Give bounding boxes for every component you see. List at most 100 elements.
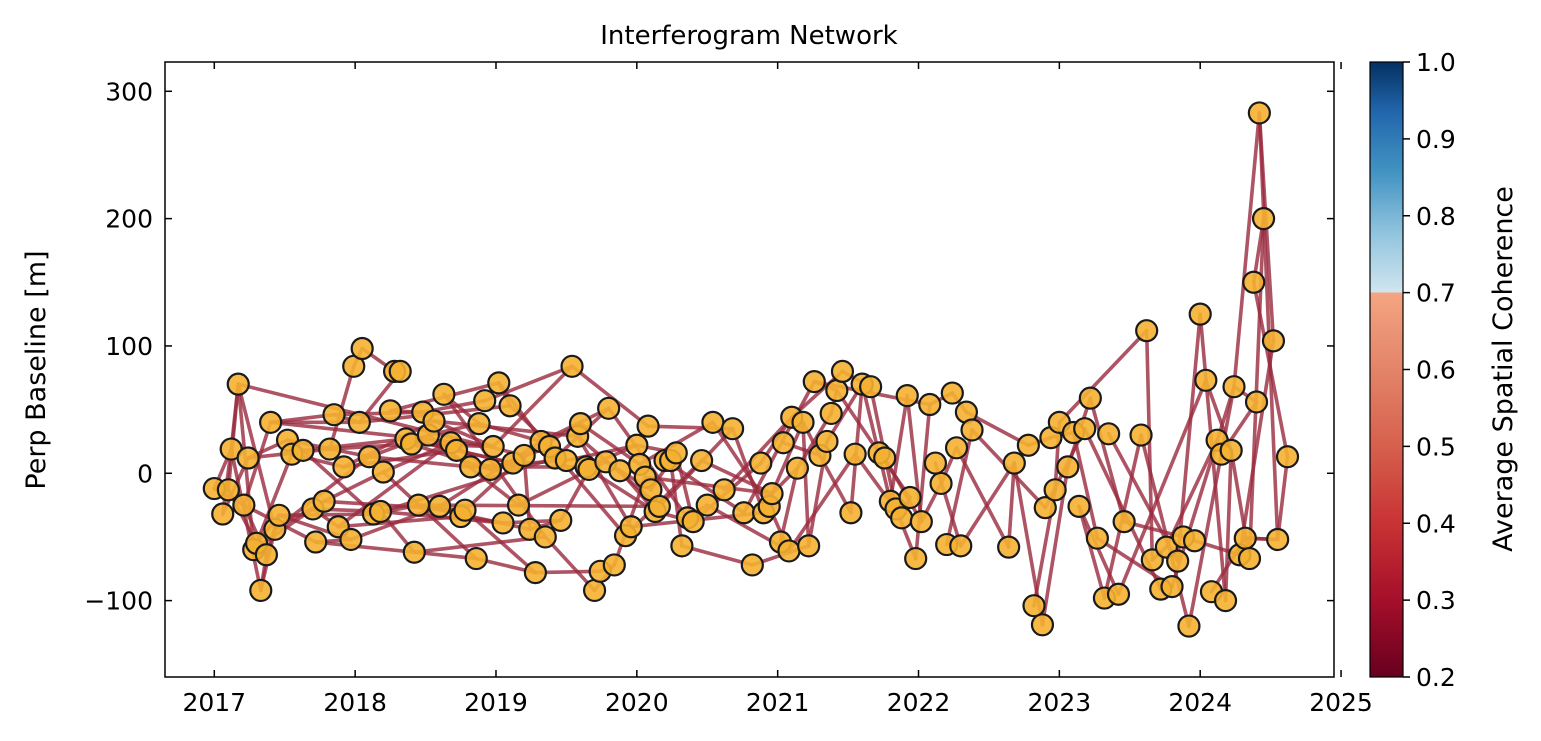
x-axis-ticks: 2017 2018 2019 2020 2021 2022 2023 2024 2025: [182, 62, 1373, 717]
acquisition-point-182: [1247, 101, 1271, 125]
acquisition-point-99: [732, 501, 756, 525]
colorbar-tick-label-0.8: 0.8: [1416, 202, 1456, 231]
acquisition-point-109: [785, 456, 809, 480]
acquisition-point-27: [350, 336, 374, 361]
network-edge-8: [229, 447, 263, 593]
acquisition-point-149: [1056, 455, 1080, 479]
network-edge-194: [1071, 430, 1100, 541]
y-axis-label: Perp Baseline [m]: [21, 250, 52, 489]
acquisition-point-76: [597, 396, 621, 420]
acquisition-point-58: [506, 493, 531, 517]
acquisition-point-132: [923, 451, 948, 475]
x-tick-label-2018: 2018: [323, 688, 387, 717]
colorbar-tick-label-0.3: 0.3: [1416, 586, 1456, 615]
network-edge-56: [367, 454, 473, 469]
colorbar-tick-label-0.7: 0.7: [1416, 279, 1456, 308]
acquisition-point-153: [1078, 386, 1102, 410]
network-edge-219: [1223, 448, 1233, 603]
network-edge-87: [463, 508, 538, 575]
acquisition-point-139: [960, 418, 984, 442]
network-edge-229: [1257, 111, 1280, 542]
acquisition-point-41: [422, 409, 446, 433]
acquisition-point-18: [304, 530, 328, 554]
acquisition-point-141: [1002, 451, 1026, 475]
acquisition-point-55: [491, 511, 515, 535]
acquisition-point-180: [1242, 270, 1266, 294]
acquisition-point-53: [481, 434, 505, 459]
acquisition-point-9: [249, 578, 273, 603]
acquisition-point-4: [226, 372, 250, 396]
acquisition-point-178: [1233, 526, 1257, 550]
acquisition-point-10: [254, 543, 279, 567]
acquisition-point-176: [1222, 375, 1246, 399]
acquisition-point-28: [357, 445, 381, 469]
y-tick-label-300: 300: [105, 77, 153, 106]
acquisition-point-77: [602, 553, 626, 577]
acquisition-point-142: [1016, 433, 1040, 457]
colorbar-ticks: 0.2 0.3 0.4 0.5 0.6 0.7 0.8 0.9 1.0: [1403, 48, 1456, 692]
acquisition-point-19: [312, 489, 336, 513]
acquisition-point-97: [712, 478, 736, 502]
acquisition-point-26: [347, 410, 371, 434]
acquisition-point-181: [1244, 390, 1269, 414]
acquisition-point-154: [1085, 526, 1109, 550]
network-edge-196: [1077, 504, 1121, 597]
acquisition-point-174: [1213, 589, 1238, 613]
network-edge-115: [587, 467, 657, 514]
acquisition-point-63: [533, 525, 557, 549]
y-tick-label--100: −100: [84, 587, 153, 616]
y-tick-label-200: 200: [105, 205, 153, 234]
acquisition-point-30: [368, 499, 393, 524]
acquisition-point-84: [636, 414, 660, 438]
acquisition-point-144: [1030, 613, 1055, 637]
acquisition-point-159: [1129, 423, 1153, 447]
acquisition-point-56: [498, 394, 522, 418]
acquisition-point-158: [1112, 510, 1136, 534]
acquisition-point-95: [695, 493, 719, 517]
acquisition-point-128: [898, 485, 922, 510]
acquisition-point-133: [929, 471, 953, 496]
acquisition-point-160: [1135, 319, 1159, 343]
acquisition-point-52: [478, 457, 502, 482]
network-edge-195: [1077, 504, 1107, 600]
acquisition-point-185: [1266, 527, 1290, 552]
acquisition-point-170: [1194, 368, 1218, 392]
network-edge-110: [570, 364, 650, 428]
network-edge-198: [1088, 396, 1126, 524]
network-edge-173: [913, 402, 932, 561]
y-axis-ticks: −100 0 100 200 300: [84, 77, 1334, 616]
acquisition-point-80: [619, 515, 643, 539]
network-edge-210: [1175, 312, 1202, 563]
network-edge-153: [801, 420, 811, 548]
network-edge-30: [277, 512, 376, 518]
acquisition-point-37: [402, 540, 426, 564]
acquisition-point-116: [825, 378, 849, 403]
network-edge-180: [954, 446, 1011, 549]
acquisition-point-118: [839, 501, 863, 525]
acquisition-point-115: [819, 401, 843, 426]
network-edge-150: [787, 452, 857, 553]
plot-frame: [164, 61, 1335, 678]
x-tick-label-2021: 2021: [746, 688, 810, 717]
acquisition-point-51: [473, 389, 497, 413]
network-edge-132: [668, 458, 684, 548]
network-edge-141: [730, 426, 766, 515]
x-tick-label-2025: 2025: [1309, 688, 1373, 717]
acquisition-point-137: [949, 534, 973, 558]
network-edge-113: [578, 421, 642, 467]
colorbar-tick-label-0.9: 0.9: [1416, 125, 1456, 154]
y-tick-label-100: 100: [105, 332, 153, 361]
network-edge-71: [412, 535, 548, 555]
acquisition-point-45: [444, 438, 469, 462]
acquisition-point-156: [1097, 422, 1121, 446]
acquisition-point-157: [1106, 582, 1131, 606]
acquisition-point-114: [815, 429, 839, 454]
acquisition-point-67: [554, 448, 579, 473]
acquisition-point-127: [895, 384, 919, 408]
acquisition-point-140: [997, 535, 1021, 559]
acquisition-point-110: [791, 410, 815, 434]
acquisition-point-66: [549, 508, 573, 532]
acquisition-point-100: [740, 553, 764, 577]
network-edge-232: [1275, 454, 1290, 542]
network-edge-182: [964, 410, 1031, 448]
